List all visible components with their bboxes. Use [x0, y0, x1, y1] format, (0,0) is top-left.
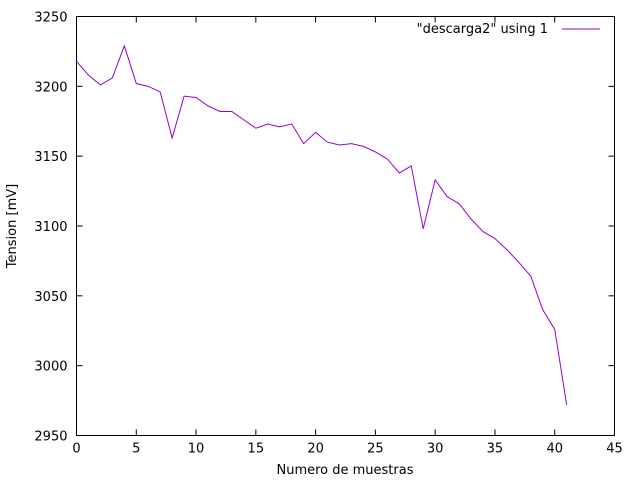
y-tick-label: 3100 — [34, 220, 67, 235]
series-layer — [76, 44, 568, 405]
x-tick-label: 20 — [307, 442, 324, 457]
x-tick-label: 10 — [188, 442, 205, 457]
y-axis-label: Tension [mV] — [5, 184, 20, 269]
legend: "descarga2" using 1 — [417, 22, 600, 37]
y-tick-label: 3050 — [34, 290, 67, 305]
x-tick-label: 25 — [367, 442, 384, 457]
x-tick-label: 0 — [72, 442, 80, 457]
legend-entry-label: "descarga2" using 1 — [417, 22, 548, 37]
x-axis-label: Numero de muestras — [276, 463, 413, 478]
y-tick-label: 3000 — [34, 360, 67, 375]
x-tick-label: 40 — [546, 442, 563, 457]
x-tick-label: 45 — [606, 442, 623, 457]
series-line — [76, 44, 568, 405]
x-tick-label: 30 — [427, 442, 444, 457]
axis-ticks — [76, 16, 615, 436]
y-tick-label: 3200 — [34, 80, 67, 95]
x-tick-label: 15 — [248, 442, 265, 457]
y-tick-label: 2950 — [34, 430, 67, 445]
y-tick-label: 3150 — [34, 150, 67, 165]
axis-tick-labels: 0 5 10 15 20 25 30 35 40 45 2950 3000 3050 3100 3150 32… — [34, 11, 622, 457]
x-tick-label: 35 — [487, 442, 504, 457]
plot-frame — [76, 16, 615, 436]
y-tick-label: 3250 — [34, 11, 67, 26]
x-tick-label: 5 — [132, 442, 140, 457]
